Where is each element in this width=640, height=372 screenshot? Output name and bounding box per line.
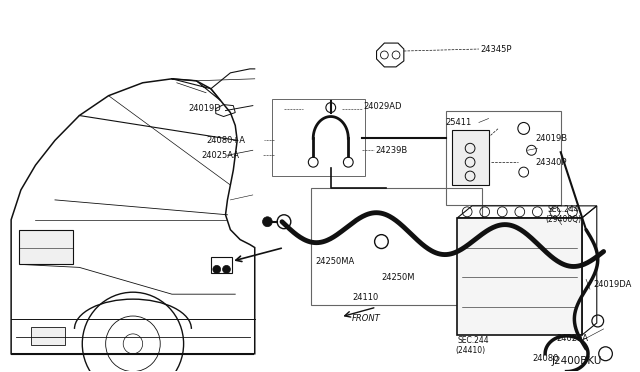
Text: 24250MA: 24250MA xyxy=(315,257,355,266)
Text: (29400Q): (29400Q) xyxy=(545,215,581,224)
Text: 24080: 24080 xyxy=(532,354,559,363)
Bar xyxy=(452,131,488,185)
Text: SEC.244: SEC.244 xyxy=(458,336,489,345)
Text: 24019D: 24019D xyxy=(189,104,221,113)
Text: J2400BKU: J2400BKU xyxy=(552,356,602,366)
Text: 24340P: 24340P xyxy=(536,158,567,167)
Text: 24250M: 24250M xyxy=(381,273,415,282)
Bar xyxy=(445,110,561,205)
Text: (24410): (24410) xyxy=(456,346,486,355)
Circle shape xyxy=(213,265,221,273)
Text: 24029A: 24029A xyxy=(557,334,589,343)
Text: 24029AD: 24029AD xyxy=(364,102,403,111)
Circle shape xyxy=(262,217,272,227)
Text: 24239B: 24239B xyxy=(376,146,408,155)
Text: 24025AA: 24025AA xyxy=(201,151,239,160)
Circle shape xyxy=(223,265,230,273)
Text: 24019B: 24019B xyxy=(536,134,568,143)
Text: 24345P: 24345P xyxy=(481,45,512,54)
Text: 24080+A: 24080+A xyxy=(206,136,245,145)
Bar xyxy=(19,230,72,264)
Bar xyxy=(211,257,232,273)
Bar xyxy=(458,218,582,335)
Text: 24019DA: 24019DA xyxy=(594,280,632,289)
Bar xyxy=(311,188,482,305)
Text: 24110: 24110 xyxy=(352,293,378,302)
Text: 25411: 25411 xyxy=(445,118,472,127)
Bar xyxy=(272,99,365,176)
Bar xyxy=(31,327,65,345)
Text: SEC.244: SEC.244 xyxy=(547,205,579,214)
Text: FRONT: FRONT xyxy=(352,314,381,324)
